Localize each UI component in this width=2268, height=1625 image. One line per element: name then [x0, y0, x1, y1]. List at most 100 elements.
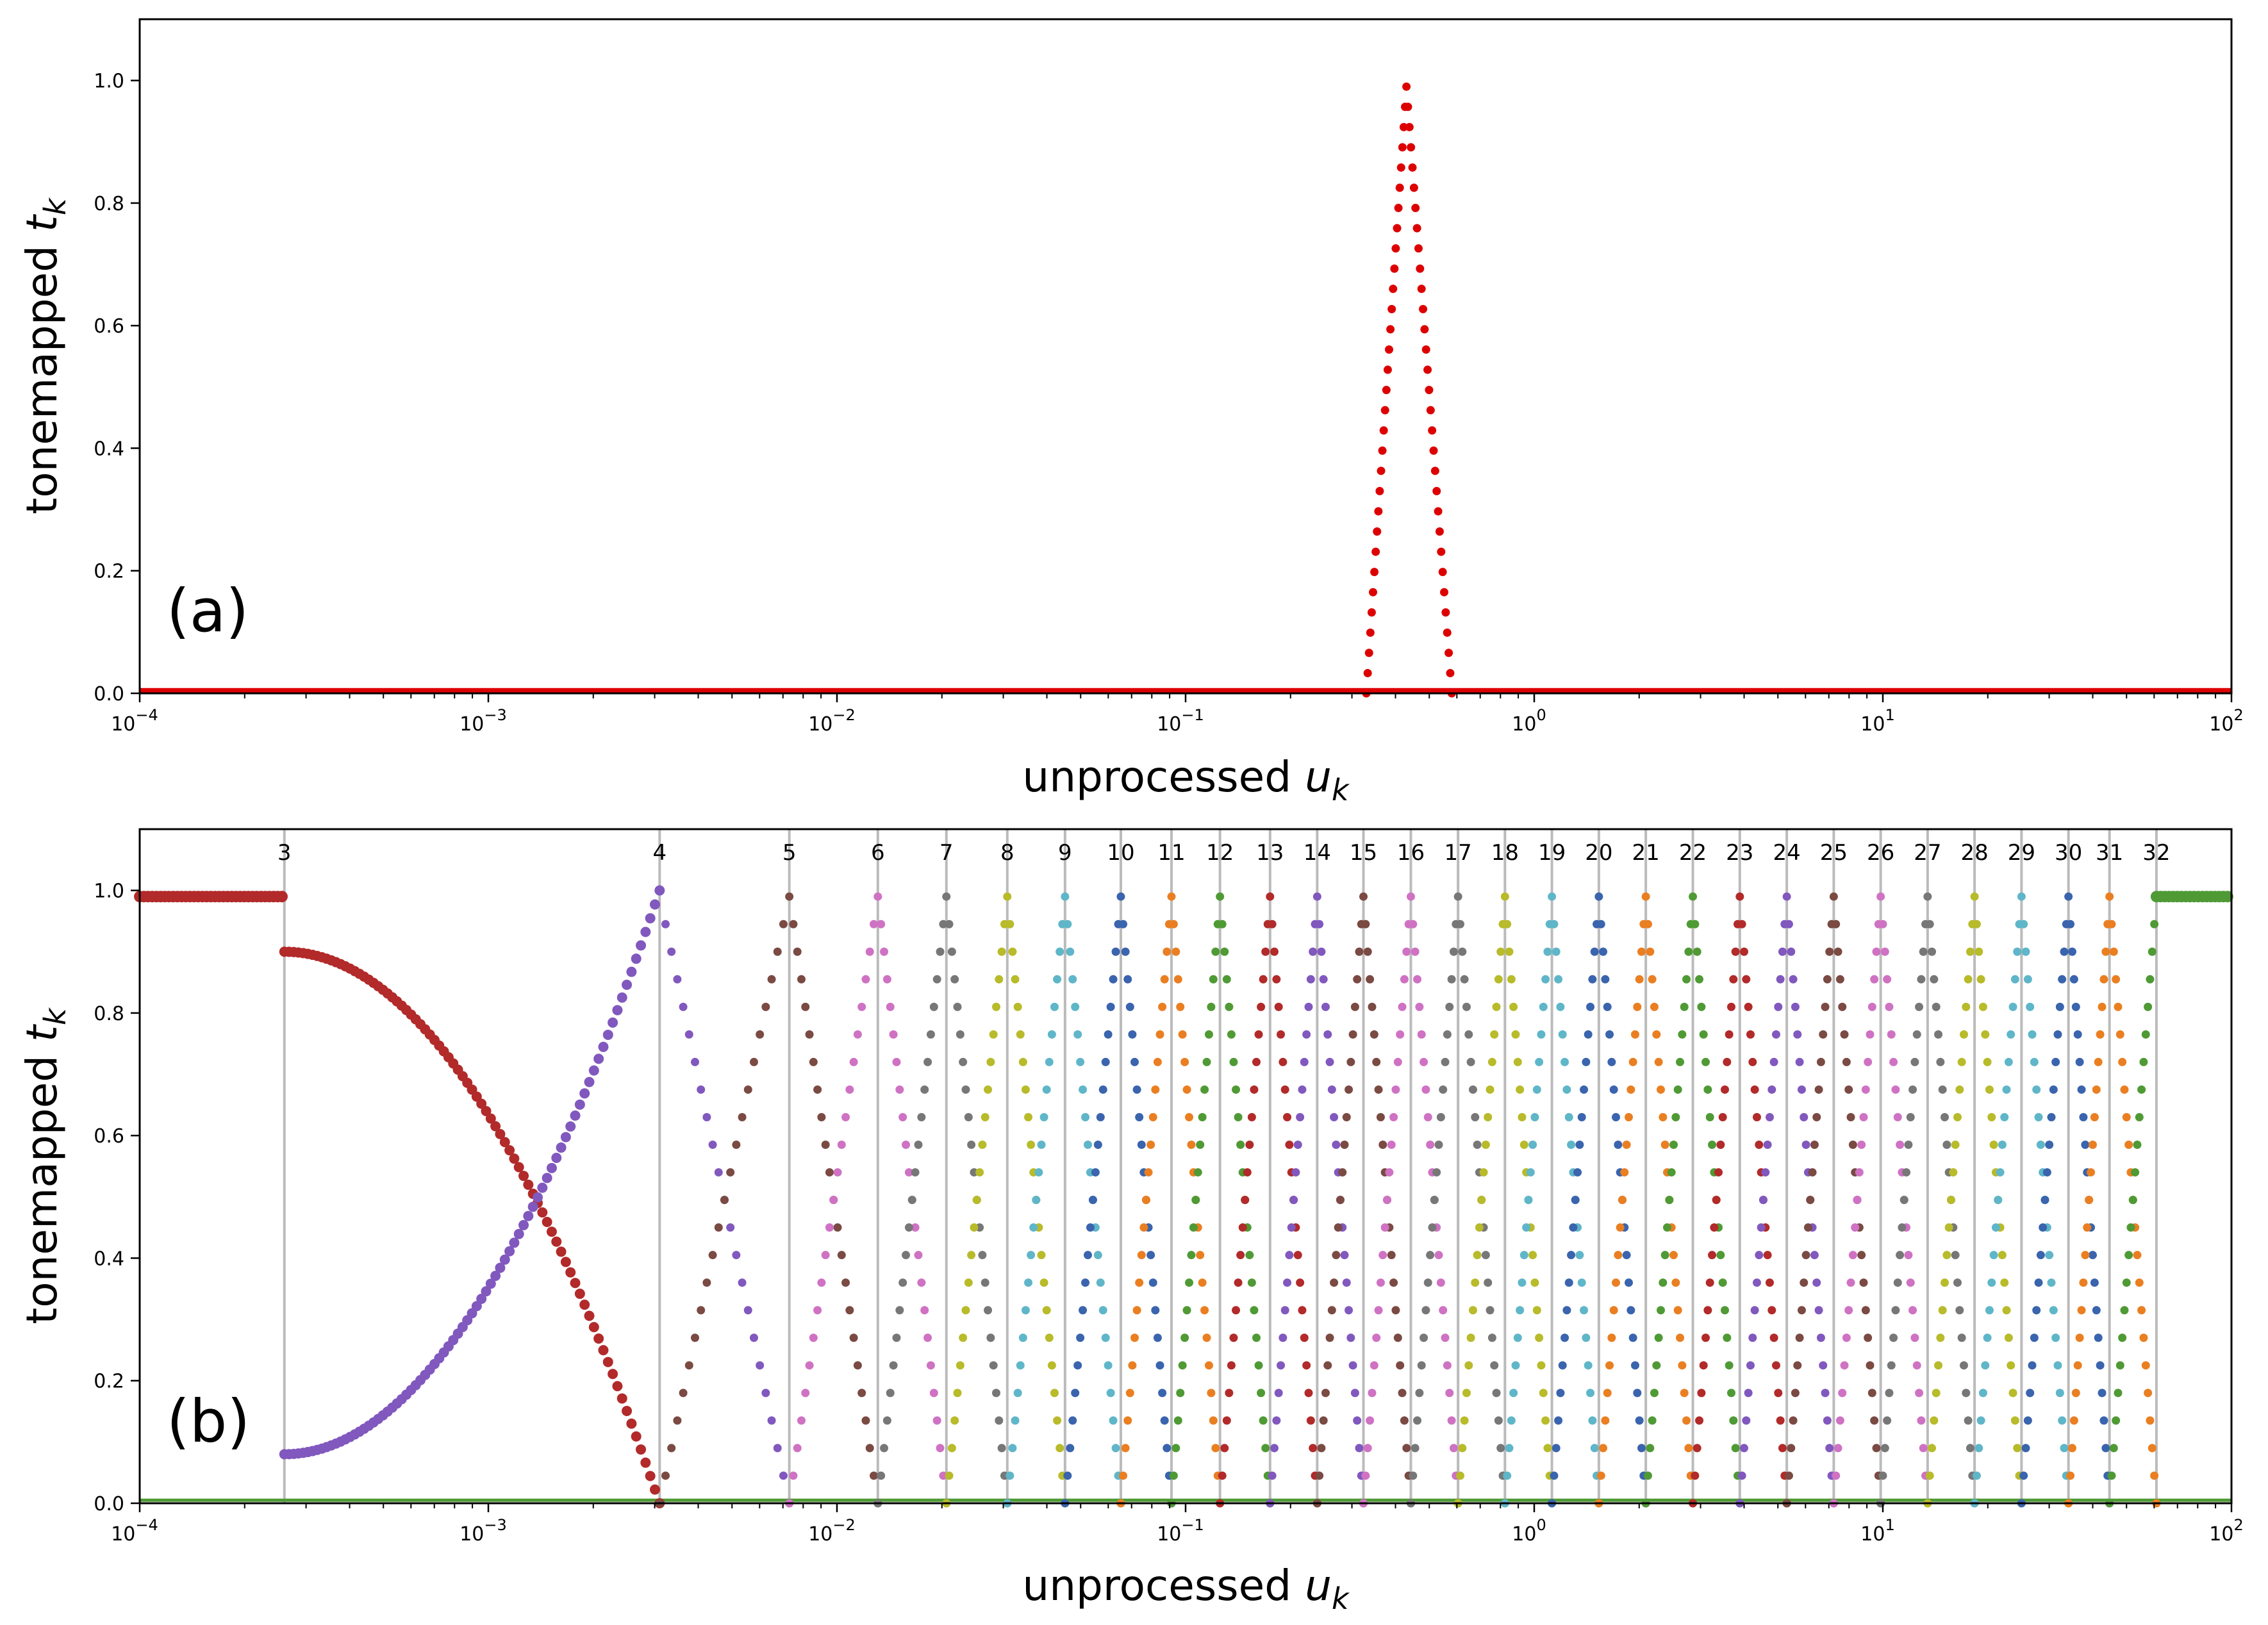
- data-point: [1684, 947, 1693, 956]
- data-point: [1377, 466, 1386, 475]
- data-point: [2051, 1057, 2060, 1066]
- data-point: [1466, 1057, 1475, 1066]
- data-point: [1554, 975, 1563, 984]
- data-point: [2045, 1141, 2054, 1150]
- data-point: [1962, 1389, 1971, 1398]
- data-point: [1620, 1168, 1629, 1177]
- x-tick-label: 100: [1512, 1516, 1546, 1546]
- data-point: [997, 947, 1006, 956]
- data-point: [1729, 975, 1738, 984]
- data-point: [2109, 947, 2118, 956]
- data-point: [1234, 1278, 1243, 1287]
- data-point: [1618, 1196, 1627, 1205]
- data-point: [1325, 1333, 1334, 1342]
- data-point: [1173, 1416, 1182, 1425]
- data-point: [2071, 1389, 2080, 1398]
- data-point: [1643, 920, 1652, 928]
- data-point: [1383, 1196, 1392, 1205]
- data-point: [2126, 1223, 2135, 1232]
- data-point: [570, 1278, 581, 1289]
- data-point: [1695, 1416, 1704, 1425]
- data-point: [1562, 1306, 1571, 1315]
- data-point: [1695, 975, 1704, 984]
- data-point: [1378, 1251, 1387, 1260]
- data-point: [1121, 1444, 1130, 1453]
- data-point: [917, 1278, 926, 1287]
- data-point: [1116, 892, 1125, 901]
- data-point: [1883, 975, 1892, 984]
- data-point: [560, 1257, 571, 1267]
- data-point: [684, 1361, 693, 1370]
- data-point: [1398, 143, 1407, 152]
- data-point: [904, 1168, 913, 1177]
- data-point: [1941, 1278, 1949, 1287]
- data-point: [1296, 1278, 1305, 1287]
- data-point: [1428, 1223, 1437, 1232]
- data-point: [2036, 1141, 2045, 1150]
- data-point: [1071, 1002, 1080, 1011]
- data-point: [1436, 1112, 1445, 1121]
- data-point: [877, 1471, 886, 1480]
- data-point: [1891, 1085, 1900, 1094]
- data-point: [556, 1246, 567, 1257]
- data-point: [1245, 1251, 1254, 1260]
- data-point: [1825, 947, 1834, 956]
- data-point: [1437, 547, 1446, 556]
- data-point: [1184, 1112, 1193, 1121]
- data-point: [2071, 1002, 2080, 1011]
- data-point: [1725, 1361, 1734, 1370]
- data-point: [1880, 1444, 1889, 1453]
- data-point: [1204, 1361, 1213, 1370]
- data-point: [1477, 1196, 1486, 1205]
- data-point: [1524, 1196, 1533, 1205]
- data-point: [967, 1251, 976, 1260]
- data-point: [1411, 204, 1420, 213]
- data-point: [1309, 1444, 1318, 1453]
- data-point: [2060, 1444, 2069, 1453]
- data-point: [1767, 1306, 1776, 1315]
- data-point: [2141, 1361, 2150, 1370]
- data-point: [1917, 975, 1926, 984]
- data-point: [1211, 947, 1220, 956]
- data-point: [1415, 1389, 1424, 1398]
- data-point: [920, 1306, 929, 1315]
- x-tick-label-mantissa: 10: [459, 713, 484, 736]
- data-point: [1755, 1141, 1764, 1150]
- data-point: [2049, 1085, 2058, 1094]
- data-point: [1232, 1085, 1241, 1094]
- data-point: [1844, 1306, 1853, 1315]
- data-point: [1304, 1002, 1313, 1011]
- data-point: [986, 1057, 995, 1066]
- data-point: [2148, 947, 2156, 956]
- data-point: [1915, 1389, 1924, 1398]
- data-point: [2019, 920, 2028, 928]
- data-point: [690, 1333, 699, 1342]
- data-point: [1946, 1196, 1955, 1205]
- data-point: [1252, 1333, 1261, 1342]
- data-point: [1723, 1057, 1732, 1066]
- data-point: [532, 1192, 543, 1203]
- data-point: [895, 1306, 904, 1315]
- data-point: [1630, 1030, 1639, 1039]
- data-point: [2073, 1361, 2082, 1370]
- data-point: [622, 1405, 633, 1416]
- data-point: [697, 1085, 706, 1094]
- data-point: [1624, 1278, 1633, 1287]
- data-point: [1413, 975, 1422, 984]
- data-point: [1353, 1416, 1362, 1425]
- data-point: [1701, 1333, 1710, 1342]
- data-point: [793, 1444, 802, 1453]
- data-point: [882, 975, 891, 984]
- data-point: [1925, 1471, 1934, 1480]
- data-point: [542, 1173, 552, 1184]
- panel-a-ylabel-sub: k: [38, 197, 72, 215]
- data-point: [2112, 1416, 2121, 1425]
- data-point: [1917, 1416, 1926, 1425]
- data-point: [617, 992, 627, 1003]
- data-point: [1184, 1278, 1193, 1287]
- data-point: [1443, 1361, 1452, 1370]
- data-point: [1885, 1002, 1894, 1011]
- data-point: [1680, 1002, 1689, 1011]
- data-point: [1676, 1057, 1685, 1066]
- data-point: [1355, 1444, 1364, 1453]
